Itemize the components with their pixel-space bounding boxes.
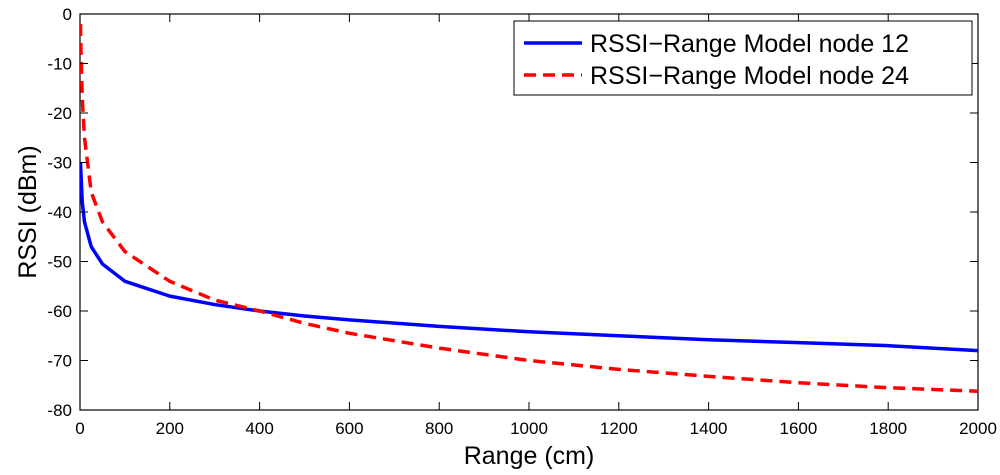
x-tick-label: 400	[245, 419, 273, 438]
x-tick-label: 2000	[959, 419, 997, 438]
y-tick-label: -30	[47, 154, 72, 173]
x-tick-label: 200	[156, 419, 184, 438]
y-tick-label: -40	[47, 203, 72, 222]
series-line-1	[80, 162, 978, 353]
x-axis-label: Range (cm)	[464, 442, 595, 470]
y-tick-label: -60	[47, 302, 72, 321]
y-tick-label: -20	[47, 104, 72, 123]
x-tick-label: 1000	[510, 419, 548, 438]
y-axis: 0 -10 -20 -30 -40 -50 -60 -70 -80	[47, 5, 978, 420]
x-tick-label: 1800	[869, 419, 907, 438]
x-tick-label: 0	[75, 419, 84, 438]
x-tick-label: 800	[425, 419, 453, 438]
legend-box	[513, 20, 973, 96]
y-tick-label: -80	[47, 401, 72, 420]
legend: RSSI−Range Model node 12 RSSI−Range Model…	[513, 20, 973, 96]
y-tick-label: -10	[47, 55, 72, 74]
x-axis: 0 200 400 600 800 1000 1200 1400 1600 1800 2000	[75, 14, 997, 438]
series-line-2	[80, 23, 978, 393]
x-tick-label: 1600	[779, 419, 817, 438]
x-tick-label: 1400	[690, 419, 728, 438]
x-tick-label: 600	[335, 419, 363, 438]
x-tick-label: 1200	[600, 419, 638, 438]
legend-label-1: RSSI−Range Model node 12	[590, 30, 909, 58]
legend-label-2: RSSI−Range Model node 24	[590, 62, 909, 90]
y-tick-label: -70	[47, 352, 72, 371]
y-tick-label: 0	[63, 5, 72, 24]
y-axis-label: RSSI (dBm)	[14, 145, 42, 278]
y-tick-label: -50	[47, 253, 72, 272]
